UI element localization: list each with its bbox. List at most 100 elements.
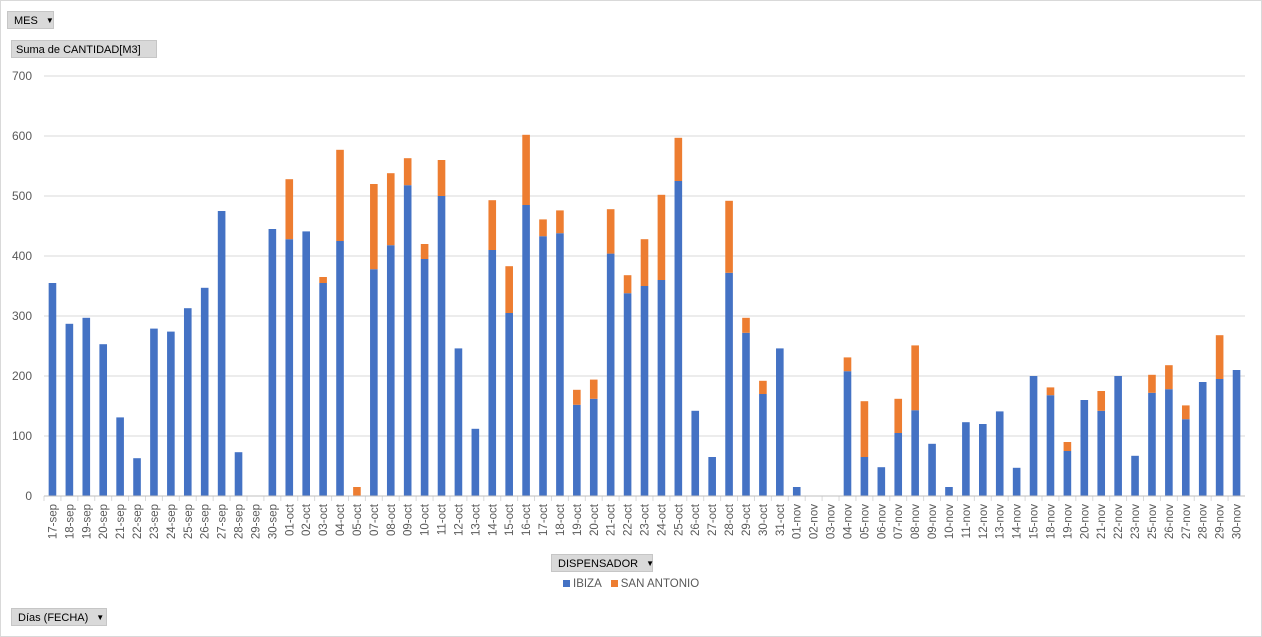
bar-san-antonio [1181, 405, 1190, 420]
bar-ibiza [1131, 455, 1139, 496]
x-tick-label: 19-oct [572, 503, 584, 536]
bar-ibiza [1012, 467, 1021, 496]
x-tick-label: 07-oct [369, 503, 381, 536]
bar-ibiza [386, 245, 395, 496]
bar-ibiza [792, 487, 801, 496]
bar-ibiza [1198, 382, 1207, 496]
x-tick-label: 17-oct [538, 503, 550, 536]
bar-san-antonio [336, 149, 344, 241]
y-tick-label: 700 [12, 69, 32, 83]
bar-ibiza [167, 331, 175, 496]
bar-ibiza [1215, 379, 1224, 496]
bar-san-antonio [606, 209, 615, 254]
dropdown-arrow-icon: ▼ [45, 16, 54, 25]
dias-filter-label: Días (FECHA) [18, 612, 89, 624]
mes-filter-button[interactable]: MES ▼ [7, 11, 54, 29]
bar-san-antonio [1148, 374, 1156, 393]
legend-label-san-antonio: SAN ANTONIO [620, 578, 700, 590]
legend-item-san-antonio: SAN ANTONIO [610, 578, 700, 590]
x-tick-label: 27-nov [1181, 504, 1193, 539]
bar-ibiza [99, 344, 108, 496]
x-tick-label: 18-nov [1045, 504, 1057, 539]
bar-ibiza [1114, 376, 1122, 496]
bar-ibiza [606, 253, 615, 496]
bar-san-antonio [505, 266, 513, 313]
x-tick-label: 05-oct [352, 503, 364, 536]
x-tick-label: 26-nov [1164, 504, 1176, 539]
bar-san-antonio [1046, 387, 1055, 396]
x-tick-label: 25-sep [183, 504, 195, 539]
bar-san-antonio [589, 379, 598, 399]
bar-ibiza [1165, 389, 1173, 496]
bar-ibiza [217, 211, 226, 496]
bar-ibiza [877, 467, 886, 496]
y-axis-tick-labels: 0 100 200 300 400 500 600 700 [12, 69, 32, 503]
bar-san-antonio [1165, 365, 1173, 390]
bar-ibiza [1029, 376, 1038, 496]
x-axis-tick-labels: 17-sep 18-sep 19-sep 20-sep 21-sep 22-sep 23-s… [43, 495, 1245, 539]
y-tick-label: 600 [12, 129, 32, 143]
bar-ibiza [725, 272, 733, 496]
bar-ibiza [505, 313, 513, 496]
bar-san-antonio [742, 317, 750, 333]
bar-ibiza [82, 317, 91, 496]
bars [48, 134, 1241, 496]
x-tick-label: 15-nov [1029, 504, 1041, 539]
x-tick-label: 31-oct [775, 503, 787, 536]
bar-ibiza [48, 283, 57, 496]
bar-ibiza [1063, 451, 1072, 496]
bar-ibiza [1097, 410, 1106, 496]
x-tick-label: 28-nov [1198, 504, 1210, 539]
bar-ibiza [556, 233, 564, 496]
x-tick-label: 12-nov [978, 504, 990, 539]
x-tick-label: 11-nov [961, 504, 973, 539]
bar-ibiza [640, 286, 649, 496]
x-tick-label: 24-sep [166, 504, 178, 539]
x-tick-label: 21-oct [606, 503, 618, 536]
y-tick-label: 200 [12, 369, 32, 383]
x-tick-label: 17-sep [47, 504, 59, 539]
x-tick-label: 08-oct [386, 503, 398, 536]
measure-field-label: Suma de CANTIDAD[M3] [16, 44, 141, 56]
dispensador-filter-button[interactable]: DISPENSADOR ▼ [551, 554, 654, 572]
dias-filter-button[interactable]: Días (FECHA) ▼ [11, 608, 107, 626]
bar-san-antonio [573, 389, 581, 405]
measure-field-button[interactable]: Suma de CANTIDAD[M3] [11, 40, 157, 58]
x-tick-label: 22-sep [132, 504, 144, 539]
bar-san-antonio [539, 219, 547, 237]
bar-ibiza [759, 394, 767, 496]
bar-ibiza [183, 308, 192, 496]
bar-ibiza [150, 328, 158, 496]
bar-san-antonio [843, 357, 852, 372]
bar-ibiza [742, 332, 750, 496]
x-tick-label: 13-oct [470, 503, 482, 536]
bar-san-antonio [420, 244, 429, 259]
x-tick-label: 23-oct [640, 503, 652, 536]
bar-ibiza [200, 287, 209, 496]
bar-ibiza [674, 181, 683, 496]
x-tick-label: 12-oct [453, 503, 465, 536]
bar-ibiza [1046, 395, 1055, 496]
bar-san-antonio [894, 398, 903, 433]
mes-filter-label: MES [14, 15, 38, 27]
x-tick-label: 21-nov [1096, 504, 1108, 539]
x-tick-label: 05-nov [859, 504, 871, 539]
x-tick-label: 16-oct [521, 503, 533, 536]
bar-san-antonio [488, 200, 497, 250]
x-tick-label: 13-nov [995, 504, 1007, 539]
bar-san-antonio [860, 401, 869, 457]
x-tick-label: 08-nov [910, 504, 922, 539]
bar-san-antonio [386, 173, 395, 246]
bar-ibiza [1080, 400, 1089, 496]
bar-ibiza [945, 487, 953, 496]
bar-ibiza [589, 398, 598, 496]
x-tick-label: 29-oct [741, 503, 753, 536]
x-tick-label: 26-oct [690, 503, 702, 536]
y-tick-label: 100 [12, 429, 32, 443]
bar-ibiza [860, 457, 869, 496]
bar-san-antonio [725, 200, 733, 273]
legend-swatch-san-antonio [610, 580, 618, 587]
x-tick-label: 10-nov [944, 504, 956, 539]
bar-san-antonio [674, 137, 683, 181]
bar-ibiza [708, 457, 716, 496]
